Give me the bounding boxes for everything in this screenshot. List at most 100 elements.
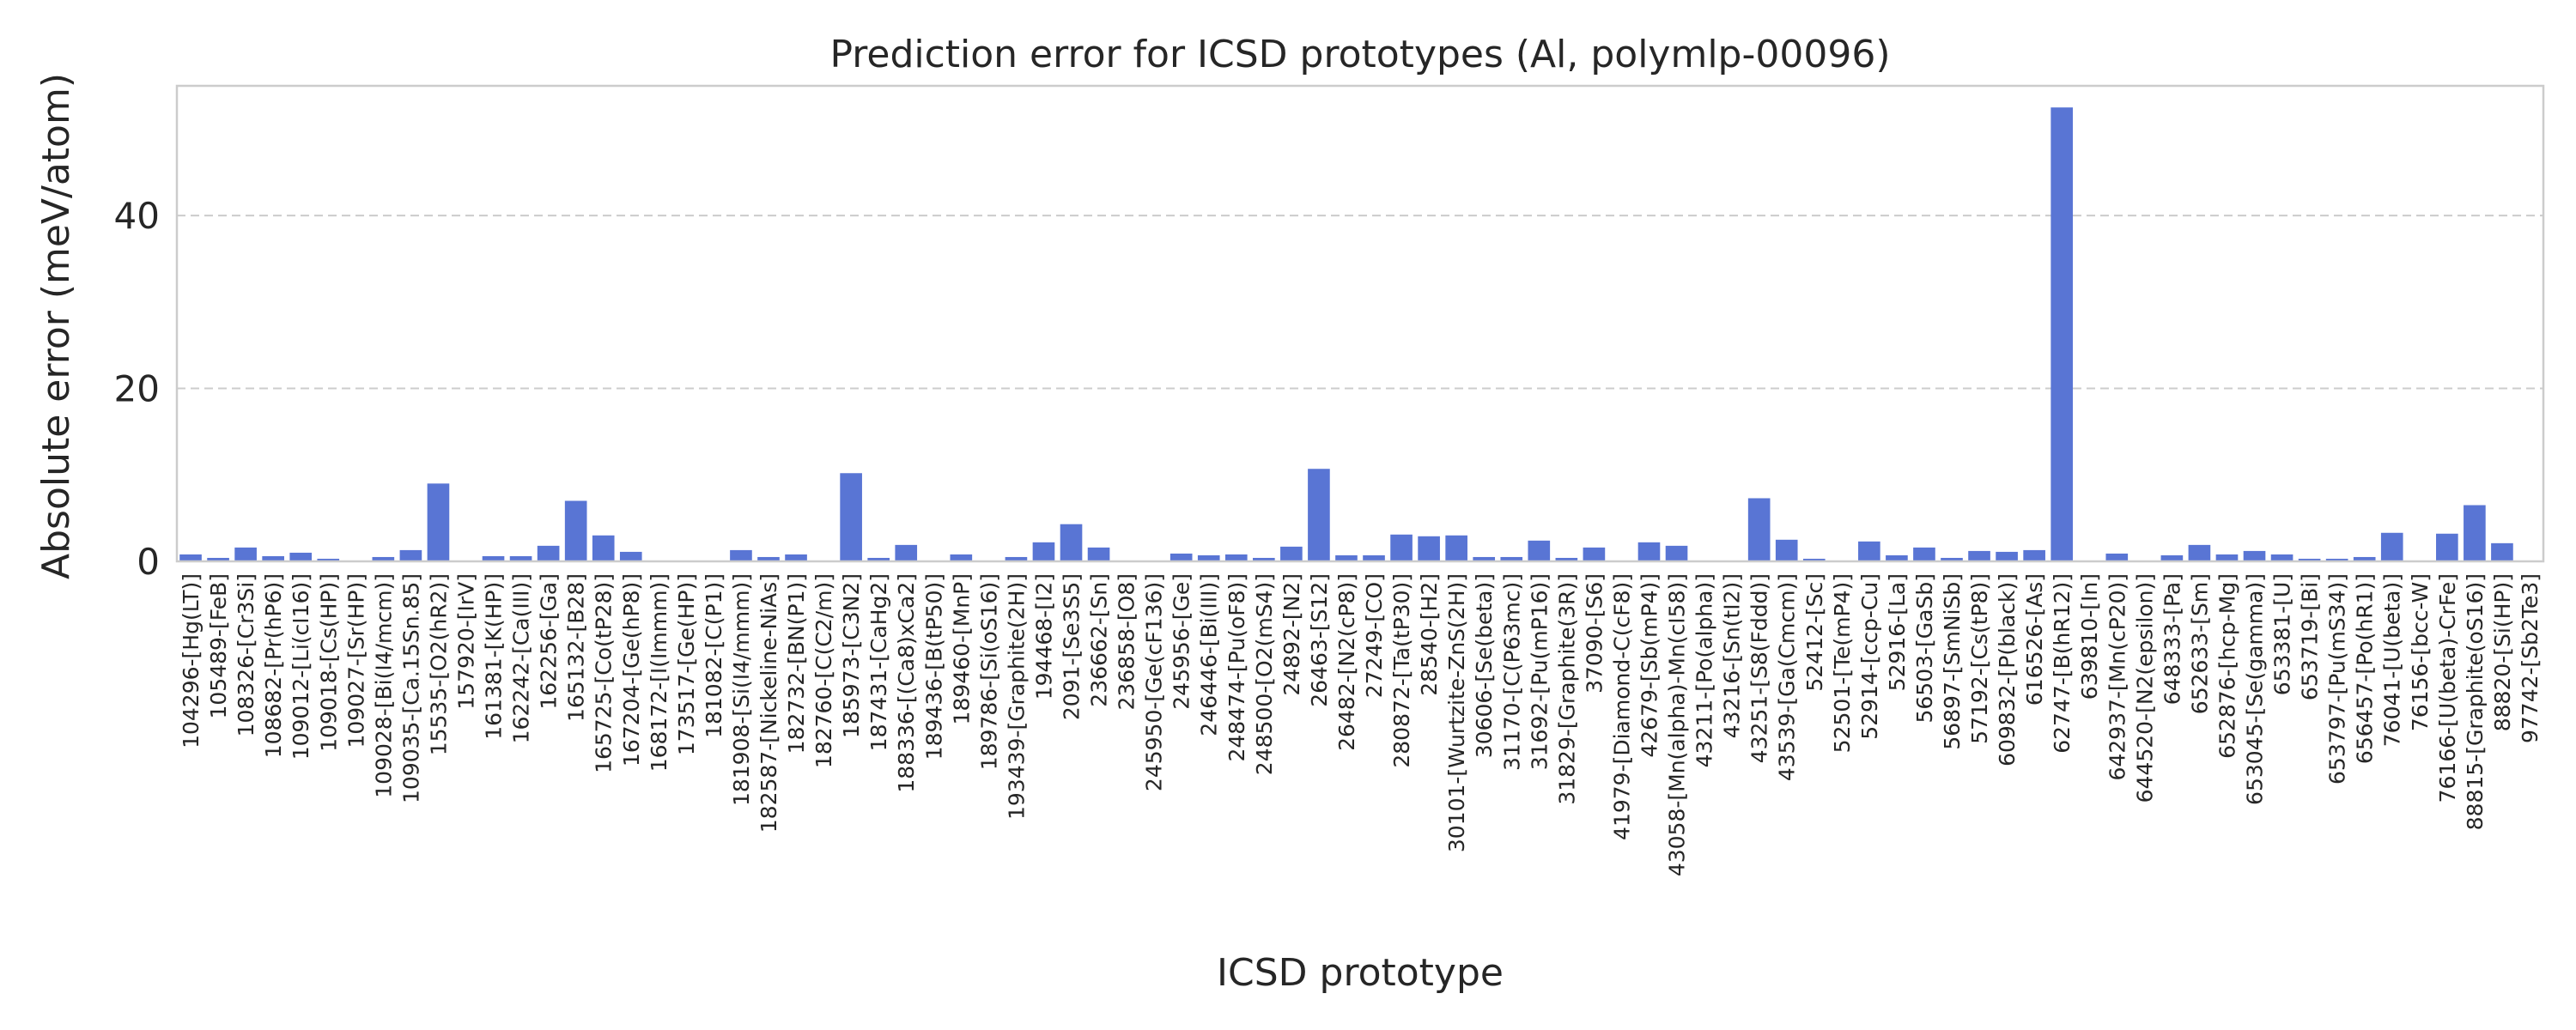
bar [1858, 541, 1880, 561]
bar [1802, 558, 1826, 561]
bar [867, 557, 890, 561]
bar [2160, 554, 2184, 561]
x-tick-label: 26482-[N2(cP8)] [1334, 573, 1359, 751]
x-tick-label: 43539-[Ga(Cmcm)] [1775, 573, 1800, 781]
bar [785, 554, 807, 561]
x-tick-label: 57192-[Cs(tP8)] [1967, 573, 1992, 744]
bar [2298, 558, 2321, 561]
x-tick-label: 41979-[Diamond-C(cF8)] [1609, 573, 1634, 840]
bar [2325, 558, 2348, 561]
x-tick-label: 236662-[Sn] [1087, 573, 1112, 707]
x-tick-label: 609832-[P(black)] [1995, 573, 2020, 766]
x-tick-label: 162242-[Ca(III)] [509, 573, 534, 743]
bar [1913, 547, 1935, 561]
x-tick-label: 109028-[Bi(I4/mcm)] [371, 573, 396, 798]
bar [1308, 469, 1330, 561]
x-tick-label: 76041-[U(beta)] [2380, 573, 2405, 747]
bar [2353, 556, 2376, 561]
bar [2215, 554, 2239, 561]
x-tick-label: 181082-[C(P1)] [702, 573, 726, 738]
bar [262, 555, 284, 561]
bar [950, 554, 973, 561]
bar [1941, 557, 1963, 561]
x-tick-label: 43216-[Sn(tI2)] [1720, 573, 1745, 738]
x-tick-label: 31829-[Graphite(3R)] [1554, 573, 1579, 805]
x-tick-label: 245956-[Ge] [1170, 573, 1194, 710]
x-tick-label: 2091-[Se3S5] [1060, 573, 1084, 720]
bar [1005, 556, 1028, 561]
bar [2491, 542, 2513, 561]
bar [1637, 542, 1661, 561]
x-tick-label: 161381-[K(HP)] [482, 573, 507, 740]
x-tick-label: 97742-[Sb2Te3] [2518, 573, 2543, 743]
bar [895, 544, 918, 561]
x-tick-label: 173517-[Ge(HP)] [674, 573, 699, 755]
x-tick-label: 189436-[B(tP50)] [921, 573, 946, 760]
x-tick-label: 52501-[Te(mP4)] [1830, 573, 1855, 753]
x-tick-label: 194468-[I2] [1031, 573, 1056, 700]
x-tick-label: 31170-[C(P63mc)] [1499, 573, 1524, 771]
x-tick-label: 62747-[B(hR12)] [2050, 573, 2075, 754]
x-tick-label: 52916-[La] [1885, 573, 1910, 691]
x-tick-label: 653381-[U] [2270, 573, 2295, 695]
x-tick-label: 42679-[Sb(mP4)] [1637, 573, 1662, 758]
bar [1363, 554, 1385, 561]
x-tick-label: 43058-[Mn(alpha)-Mn(cI58)] [1665, 573, 1690, 876]
bar [2380, 532, 2403, 561]
bar [1032, 542, 1055, 561]
bar [427, 483, 450, 561]
bar [2105, 553, 2129, 561]
bar [1087, 547, 1110, 561]
y-tick-labels: 0 20 40 [114, 195, 160, 583]
x-tick-label: 162256-[Ga] [537, 573, 562, 710]
bar [2188, 544, 2211, 561]
x-tick-label: 656457-[Po(hR1)] [2353, 573, 2378, 764]
x-tick-label: 653797-[Pu(mS34)] [2325, 573, 2350, 785]
plot-frame [175, 84, 2545, 563]
bar [1060, 524, 1083, 561]
bar [482, 555, 505, 561]
x-tick-label: 88820-[Si(HP)] [2490, 573, 2515, 731]
x-tick-label: 182587-[Nickeline-NiAs] [756, 573, 781, 833]
x-tick-label: 653719-[Bi] [2298, 573, 2323, 700]
bar [840, 473, 862, 561]
y-tick-label: 40 [114, 195, 160, 237]
x-tick-label: 653045-[Se(gamma)] [2243, 573, 2268, 805]
x-tick-label: 56503-[GaSb] [1912, 573, 1937, 724]
bar [1224, 554, 1248, 561]
x-tick-label: 648333-[Pa] [2160, 573, 2184, 705]
x-tick-label: 31692-[Pu(mP16)] [1527, 573, 1552, 770]
bar [2243, 550, 2266, 561]
bar [1445, 535, 1467, 561]
x-tick-label: 104296-[Hg(LT)] [179, 573, 204, 748]
x-tick-label: 165725-[Co(tP28)] [592, 573, 617, 773]
x-tick-label: 52914-[ccp-Cu] [1857, 573, 1882, 740]
bar [2270, 554, 2293, 561]
bar [1886, 554, 1908, 561]
x-tick-label: 189460-[MnP] [949, 573, 974, 724]
bar [1996, 551, 2018, 561]
bar [1170, 553, 1193, 561]
x-tick-label: 189786-[Si(oS16)] [976, 573, 1001, 770]
x-tick-label: 76166-[U(beta)-CrFe] [2435, 573, 2460, 803]
x-tick-label: 652633-[Sm] [2187, 573, 2212, 714]
bar [537, 545, 560, 561]
bar [509, 555, 532, 561]
y-tick-label: 0 [137, 541, 160, 583]
x-tick-label: 56897-[SmNiSb] [1940, 573, 1965, 750]
bars [179, 107, 2541, 561]
bar [1665, 545, 1688, 561]
bar [1555, 557, 1578, 561]
x-tick-label: 236858-[O8] [1115, 573, 1139, 711]
x-tick-label: 27249-[CO] [1362, 573, 1387, 698]
bar [289, 552, 313, 561]
bar [1775, 539, 1798, 561]
bar [234, 547, 257, 561]
x-tick-label: 642937-[Mn(cP20)] [2105, 573, 2129, 781]
x-tick-label: 52412-[Sc] [1802, 573, 1827, 692]
x-tick-label: 43211-[Po(alpha)] [1692, 573, 1717, 767]
bar [1473, 556, 1496, 561]
x-tick-label: 30101-[Wurtzite-ZnS(2H)] [1444, 573, 1469, 852]
bar [2464, 505, 2486, 561]
